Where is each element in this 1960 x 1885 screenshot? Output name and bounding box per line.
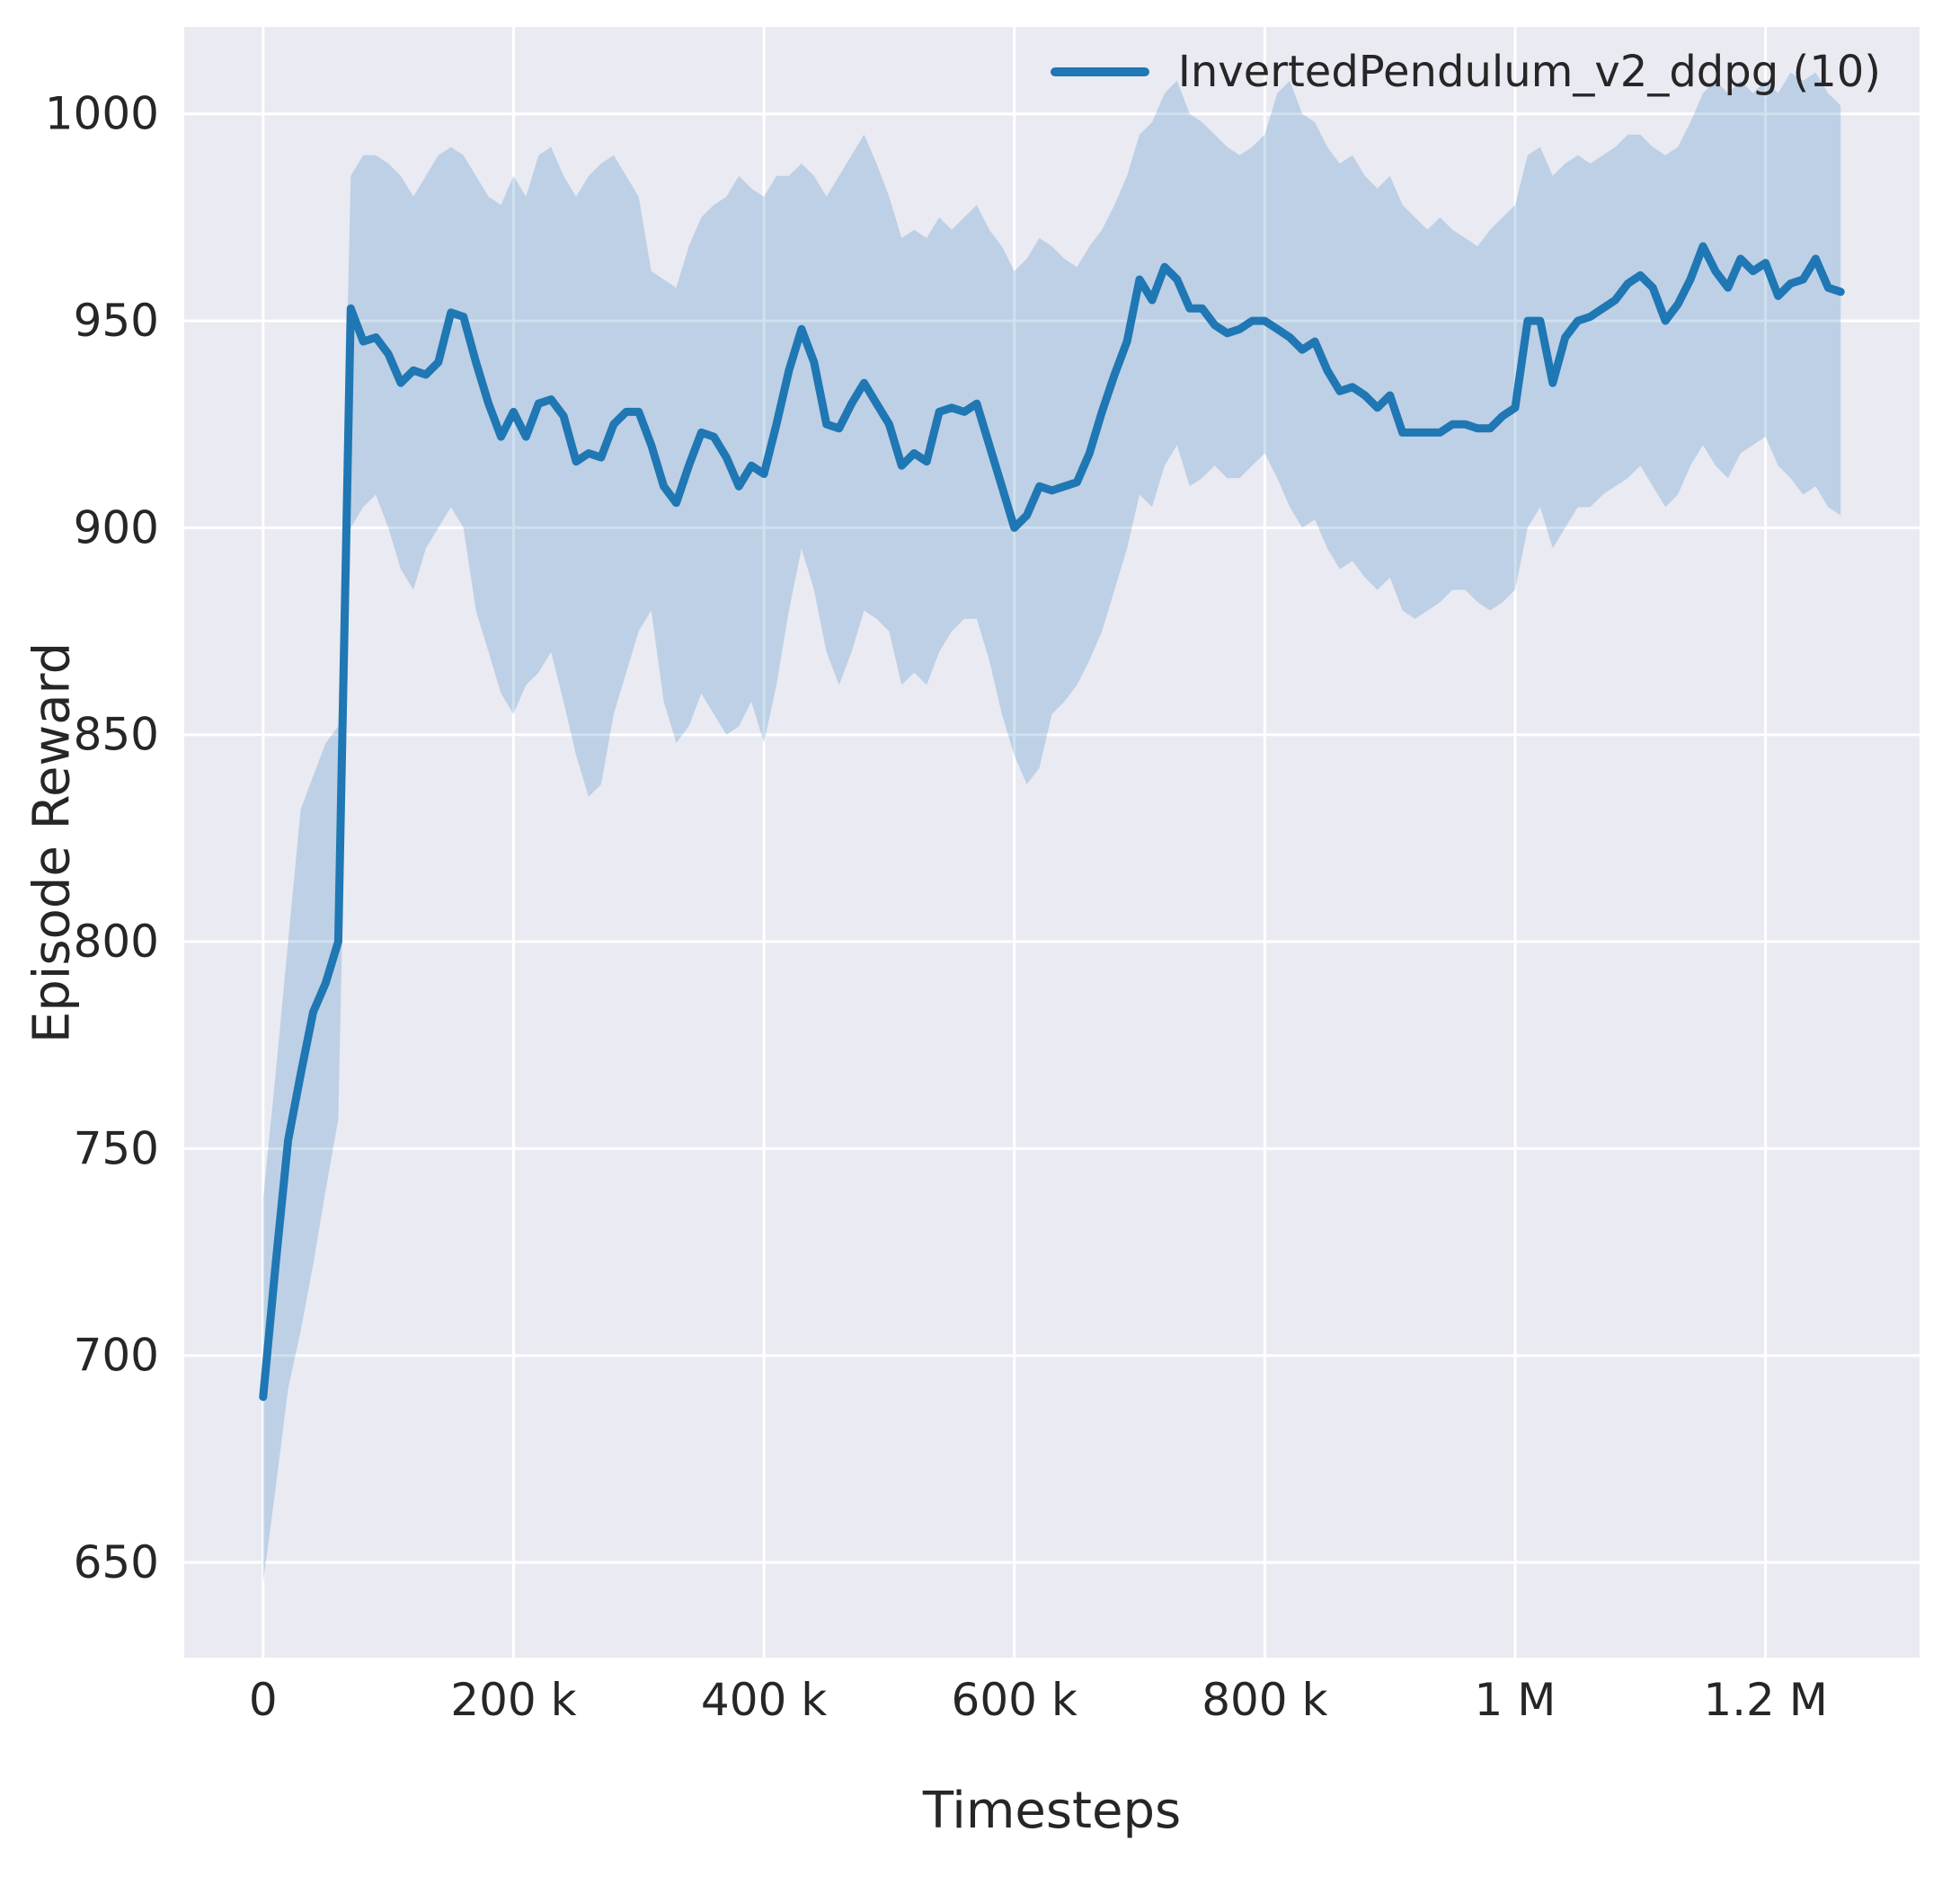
- legend-label: InvertedPendulum_v2_ddpg (10): [1177, 47, 1881, 97]
- y-tick-label: 750: [74, 1122, 159, 1174]
- confidence-band: [262, 72, 1841, 1584]
- y-tick-label: 850: [74, 709, 159, 761]
- x-tick-label: 1 M: [1475, 1674, 1556, 1726]
- y-tick-label: 900: [74, 501, 159, 553]
- x-tick-label: 600 k: [952, 1674, 1078, 1726]
- x-tick-label: 200 k: [450, 1674, 576, 1726]
- legend-line-swatch: [1050, 67, 1149, 76]
- x-tick-label: 800 k: [1202, 1674, 1327, 1726]
- x-tick-label: 0: [249, 1674, 278, 1726]
- x-axis-label: Timesteps: [922, 1782, 1182, 1840]
- y-tick-label: 800: [74, 916, 159, 968]
- y-tick-label: 700: [74, 1330, 159, 1382]
- y-tick-label: 1000: [45, 88, 159, 140]
- y-tick-label: 950: [74, 295, 159, 347]
- y-tick-label: 650: [74, 1536, 159, 1589]
- x-tick-label: 1.2 M: [1703, 1674, 1828, 1726]
- y-axis-label: Episode Reward: [22, 642, 82, 1044]
- plot-background: [184, 27, 1920, 1658]
- x-tick-label: 400 k: [701, 1674, 827, 1726]
- legend: InvertedPendulum_v2_ddpg (10): [1050, 47, 1881, 97]
- mean-line: [259, 242, 1845, 1402]
